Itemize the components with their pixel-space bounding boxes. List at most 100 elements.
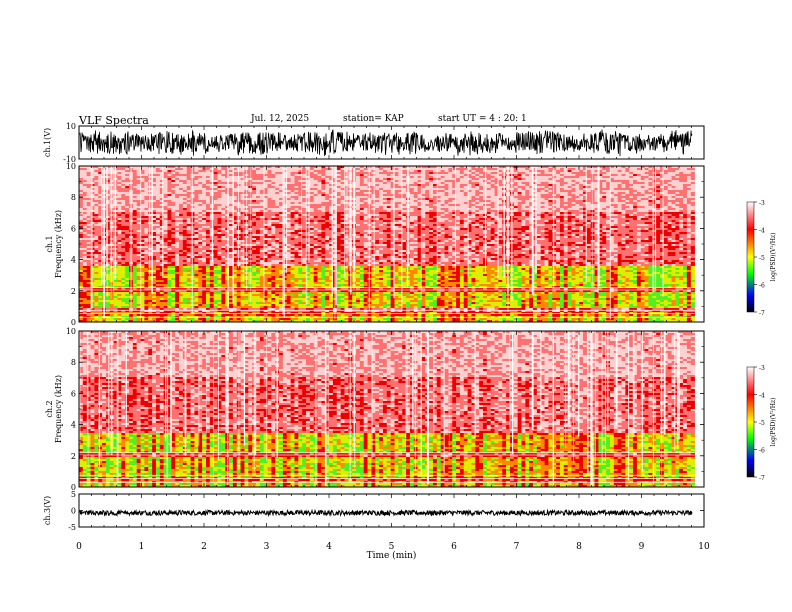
spectrogram-cell	[206, 190, 210, 192]
spectrogram-cell	[548, 182, 552, 184]
spectrogram-cell	[310, 176, 314, 178]
spectrogram-cell	[364, 198, 368, 200]
spectrogram-cell	[271, 188, 275, 190]
spectrogram-cell	[448, 196, 452, 198]
spectrogram-cell	[383, 198, 387, 200]
spectrogram-cell	[471, 168, 475, 170]
spectrogram-cell	[364, 186, 368, 188]
spectrogram-cell	[606, 178, 610, 180]
spectrogram-cell	[552, 200, 556, 202]
spectrogram-cell	[121, 182, 125, 184]
spectrogram-cell	[271, 180, 275, 182]
spectrogram-cell	[614, 172, 618, 174]
spectrogram-cell	[291, 182, 295, 184]
spectrogram-cell	[498, 176, 502, 178]
spectrogram-cell	[645, 168, 649, 170]
spectrogram-cell	[541, 178, 545, 180]
spectrogram-cell	[464, 194, 468, 196]
spectrogram-cell	[521, 184, 525, 186]
spectrogram-cell	[271, 190, 275, 192]
spectrogram-cell	[356, 200, 360, 202]
spectrogram-cell	[379, 188, 383, 190]
spectrogram-cell	[375, 186, 379, 188]
spectrogram-cell	[572, 180, 576, 182]
vlf-figure: VLF Spectra Jul. 12, 2025 station= KAP s…	[0, 0, 792, 612]
spectrogram-cell	[564, 180, 568, 182]
spectrogram-cell	[414, 196, 418, 198]
spectrogram-cell	[410, 178, 414, 180]
spectrogram-cell	[687, 188, 691, 190]
spectrogram-cell	[579, 192, 583, 194]
spectrogram-cell	[168, 190, 172, 192]
spectrogram-cell	[183, 170, 187, 172]
spectrogram-cell	[187, 170, 191, 172]
spectrogram-cell	[314, 184, 318, 186]
spectrogram-cell	[606, 198, 610, 200]
spectrogram-cell	[602, 168, 606, 170]
spectrogram-cell	[364, 182, 368, 184]
spectrogram-cell	[194, 190, 198, 192]
spectrogram-cell	[672, 194, 676, 196]
spectrogram-cell	[514, 180, 518, 182]
spectrogram-cell	[410, 186, 414, 188]
spectrogram-cell	[121, 184, 125, 186]
spectrogram-cell	[664, 174, 668, 176]
spectrogram-cell	[441, 176, 445, 178]
spectrogram-cell	[241, 188, 245, 190]
spectrogram-cell	[545, 172, 549, 174]
spectrogram-cell	[579, 176, 583, 178]
spectrogram-cell	[168, 168, 172, 170]
spectrogram-cell	[375, 182, 379, 184]
spectrogram-cell	[206, 198, 210, 200]
spectrogram-cell	[198, 184, 202, 186]
spectrogram-cell	[318, 198, 322, 200]
spectrogram-cell	[383, 190, 387, 192]
spectrogram-cell	[256, 186, 260, 188]
spectrogram-cell	[606, 182, 610, 184]
spectrogram-cell	[614, 198, 618, 200]
spectrogram-cell	[318, 168, 322, 170]
spectrogram-cell	[545, 182, 549, 184]
spectrogram-cell	[371, 194, 375, 196]
spectrogram-cell	[141, 174, 145, 176]
spectrogram-cell	[318, 170, 322, 172]
spectrogram-cell	[268, 172, 272, 174]
spectrogram-cell	[410, 176, 414, 178]
spectrogram-cell	[175, 182, 179, 184]
spectrogram-cell	[175, 186, 179, 188]
spectrogram-cell	[125, 194, 129, 196]
spectrogram-cell	[133, 172, 137, 174]
spectrogram-cell	[375, 178, 379, 180]
spectrogram-cell	[83, 174, 87, 176]
spectrogram-cell	[302, 190, 306, 192]
spectrogram-cell	[448, 190, 452, 192]
spectrogram-cell	[371, 190, 375, 192]
spectrogram-cell	[456, 200, 460, 202]
spectrogram-cell	[425, 168, 429, 170]
spectrogram-cell	[218, 188, 222, 190]
spectrogram-cell	[537, 192, 541, 194]
spectrogram-cell	[171, 196, 175, 198]
spectrogram-cell	[375, 176, 379, 178]
spectrogram-cell	[641, 198, 645, 200]
spectrogram-cell	[518, 174, 522, 176]
spectrogram-cell	[325, 176, 329, 178]
spectrogram-cell	[94, 184, 98, 186]
spectrogram-cell	[241, 198, 245, 200]
spectrogram-cell	[364, 200, 368, 202]
spectrogram-cell	[310, 200, 314, 202]
spectrogram-cell	[448, 198, 452, 200]
spectrogram-cell	[487, 172, 491, 174]
spectrogram-cell	[183, 200, 187, 202]
spectrogram-cell	[117, 186, 121, 188]
spectrogram-cell	[221, 198, 225, 200]
spectrogram-cell	[141, 194, 145, 196]
spectrogram-cell	[356, 180, 360, 182]
spectrogram-cell	[221, 194, 225, 196]
spectrogram-cell	[79, 186, 83, 188]
spectrogram-cell	[94, 178, 98, 180]
spectrogram-cell	[310, 178, 314, 180]
spectrogram-cell	[633, 182, 637, 184]
spectrogram-cell	[206, 196, 210, 198]
spectrogram-cell	[648, 196, 652, 198]
